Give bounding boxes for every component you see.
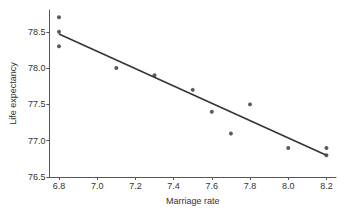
svg-text:7.6: 7.6: [206, 181, 219, 191]
svg-text:7.2: 7.2: [129, 181, 142, 191]
svg-text:Marriage rate: Marriage rate: [166, 196, 220, 206]
svg-text:8.0: 8.0: [282, 181, 295, 191]
svg-text:78.0: 78.0: [28, 63, 46, 73]
svg-text:7.8: 7.8: [244, 181, 257, 191]
svg-text:76.5: 76.5: [28, 172, 46, 182]
svg-text:7.4: 7.4: [167, 181, 180, 191]
svg-text:78.5: 78.5: [28, 27, 46, 37]
svg-text:77.0: 77.0: [28, 136, 46, 146]
svg-text:7.0: 7.0: [91, 181, 104, 191]
svg-text:8.2: 8.2: [320, 181, 333, 191]
svg-text:6.8: 6.8: [53, 181, 66, 191]
svg-text:77.5: 77.5: [28, 99, 46, 109]
svg-text:Life expectancy: Life expectancy: [8, 62, 18, 125]
